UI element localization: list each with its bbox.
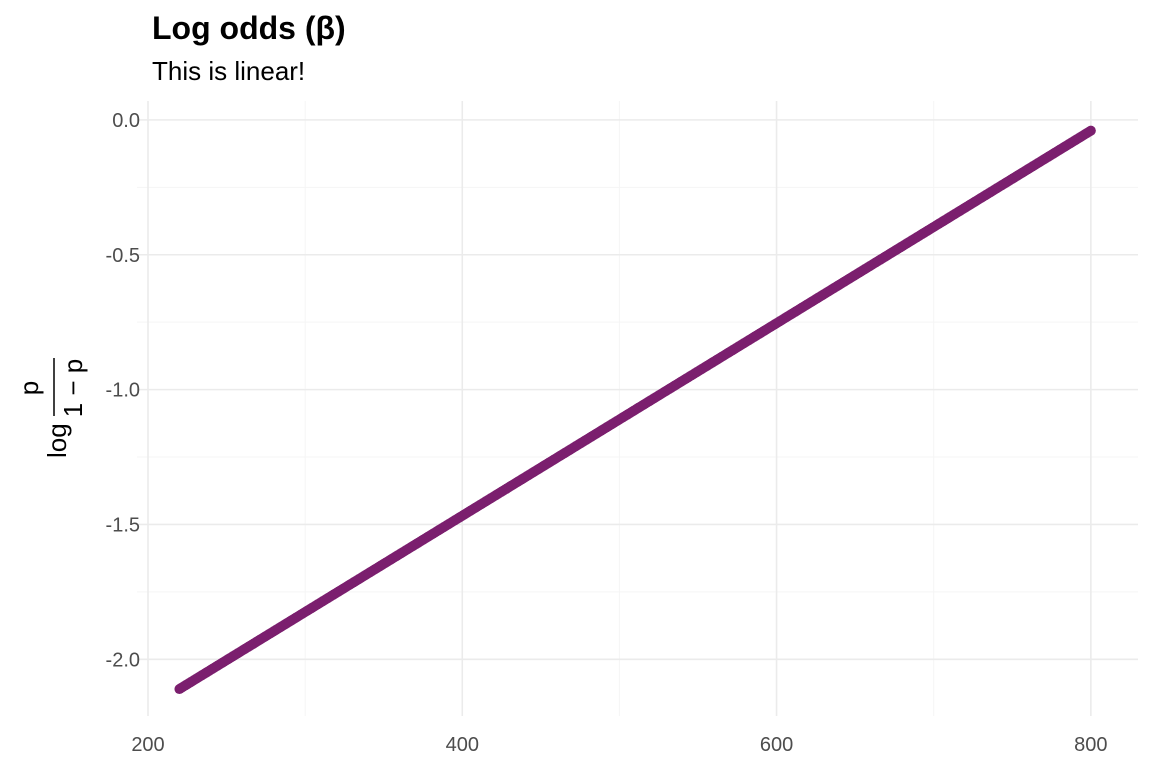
x-tick-label: 200 xyxy=(131,734,164,756)
minor-gridlines xyxy=(137,101,1138,716)
x-tick-label: 800 xyxy=(1074,734,1107,756)
chart-title: Log odds (β) xyxy=(152,10,346,46)
y-axis-label-log: log xyxy=(42,423,72,458)
x-axis-tick-labels: 200 400 600 800 xyxy=(131,734,1107,756)
y-axis-label-denominator: 1 − p xyxy=(58,359,88,418)
y-axis-label-numerator: p xyxy=(14,381,44,395)
y-tick-label: -2.0 xyxy=(106,649,140,671)
chart-subtitle: This is linear! xyxy=(152,56,306,86)
y-axis-label: log p 1 − p xyxy=(14,358,88,458)
y-tick-label: -1.5 xyxy=(106,514,140,536)
data-points xyxy=(174,125,1096,695)
y-tick-label: -0.5 xyxy=(106,245,140,267)
y-axis-tick-labels: 0.0 -0.5 -1.0 -1.5 -2.0 xyxy=(106,110,140,671)
data-point xyxy=(1085,125,1096,136)
x-tick-label: 600 xyxy=(760,734,793,756)
x-tick-label: 400 xyxy=(446,734,479,756)
y-tick-label: 0.0 xyxy=(112,110,140,132)
major-gridlines xyxy=(137,101,1138,716)
y-tick-label: -1.0 xyxy=(106,380,140,402)
